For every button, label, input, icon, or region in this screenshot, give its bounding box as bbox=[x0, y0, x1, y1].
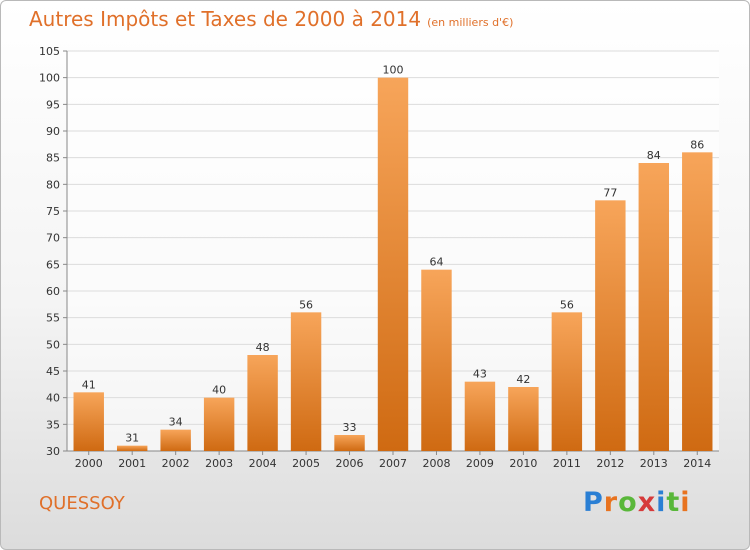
y-tick-label: 105 bbox=[39, 45, 60, 58]
y-tick-label: 35 bbox=[46, 418, 60, 431]
bar bbox=[73, 392, 104, 451]
bar bbox=[421, 269, 452, 451]
x-tick-label: 2014 bbox=[683, 457, 711, 470]
bar bbox=[203, 397, 235, 451]
x-tick-label: 2003 bbox=[205, 457, 233, 470]
y-tick-label: 95 bbox=[46, 98, 60, 111]
logo-letter: t bbox=[666, 487, 681, 518]
x-tick-label: 2004 bbox=[249, 457, 277, 470]
x-tick-label: 2012 bbox=[596, 457, 624, 470]
x-tick-label: 2007 bbox=[379, 457, 407, 470]
bar bbox=[638, 163, 670, 451]
bar bbox=[160, 429, 191, 451]
y-tick-label: 50 bbox=[46, 338, 60, 351]
bar bbox=[682, 152, 713, 452]
logo-letter: P bbox=[583, 487, 604, 518]
x-tick-label: 2005 bbox=[292, 457, 320, 470]
bar-value-label: 56 bbox=[560, 298, 574, 311]
y-tick-label: 75 bbox=[46, 205, 60, 218]
y-tick-label: 45 bbox=[46, 365, 60, 378]
bar bbox=[508, 387, 539, 451]
bar bbox=[464, 381, 496, 451]
x-tick-label: 2008 bbox=[422, 457, 450, 470]
x-tick-label: 2001 bbox=[118, 457, 146, 470]
bar-value-label: 64 bbox=[429, 256, 443, 269]
y-tick-label: 40 bbox=[46, 392, 60, 405]
x-tick-label: 2006 bbox=[336, 457, 364, 470]
x-tick-label: 2010 bbox=[509, 457, 537, 470]
bar bbox=[377, 77, 409, 452]
town-name: QUESSOY bbox=[39, 493, 125, 514]
chart-subtitle: (en milliers d'€) bbox=[427, 16, 514, 29]
y-tick-label: 70 bbox=[46, 232, 60, 245]
bar-value-label: 100 bbox=[383, 64, 404, 77]
bar bbox=[595, 200, 626, 451]
bar bbox=[247, 355, 278, 451]
y-tick-label: 90 bbox=[46, 125, 60, 138]
logo-letter: x bbox=[637, 487, 657, 518]
proxiti-logo: Proxiti bbox=[583, 487, 691, 518]
y-tick-label: 30 bbox=[46, 445, 60, 458]
chart-title: Autres Impôts et Taxes de 2000 à 2014 (en… bbox=[29, 7, 513, 31]
bar-value-label: 34 bbox=[169, 416, 183, 429]
bar bbox=[290, 312, 322, 451]
bar-value-label: 33 bbox=[343, 421, 357, 434]
y-tick-label: 80 bbox=[46, 178, 60, 191]
bar-value-label: 31 bbox=[125, 432, 139, 445]
y-tick-label: 85 bbox=[46, 152, 60, 165]
bar bbox=[116, 445, 148, 451]
logo-letter: i bbox=[656, 487, 667, 518]
y-tick-label: 100 bbox=[39, 72, 60, 85]
bar-value-label: 77 bbox=[603, 186, 617, 199]
logo-letter: r bbox=[603, 487, 619, 518]
y-tick-label: 55 bbox=[46, 312, 60, 325]
bar-value-label: 40 bbox=[212, 384, 226, 397]
bar-value-label: 56 bbox=[299, 298, 313, 311]
x-tick-label: 2009 bbox=[466, 457, 494, 470]
logo-letter: i bbox=[680, 487, 691, 518]
chart-title-text: Autres Impôts et Taxes de 2000 à 2014 bbox=[29, 7, 422, 31]
bar-value-label: 43 bbox=[473, 368, 487, 381]
y-tick-label: 60 bbox=[46, 285, 60, 298]
bar bbox=[334, 435, 365, 451]
bar-value-label: 42 bbox=[516, 373, 530, 386]
x-tick-label: 2013 bbox=[640, 457, 668, 470]
bar-value-label: 48 bbox=[256, 341, 270, 354]
bar-value-label: 84 bbox=[647, 149, 661, 162]
x-tick-label: 2002 bbox=[162, 457, 190, 470]
x-tick-label: 2011 bbox=[553, 457, 581, 470]
bar bbox=[551, 312, 583, 451]
logo-letter: o bbox=[618, 487, 638, 518]
bar-value-label: 86 bbox=[690, 138, 704, 151]
bar-value-label: 41 bbox=[82, 378, 96, 391]
x-tick-label: 2000 bbox=[75, 457, 103, 470]
y-tick-label: 65 bbox=[46, 258, 60, 271]
